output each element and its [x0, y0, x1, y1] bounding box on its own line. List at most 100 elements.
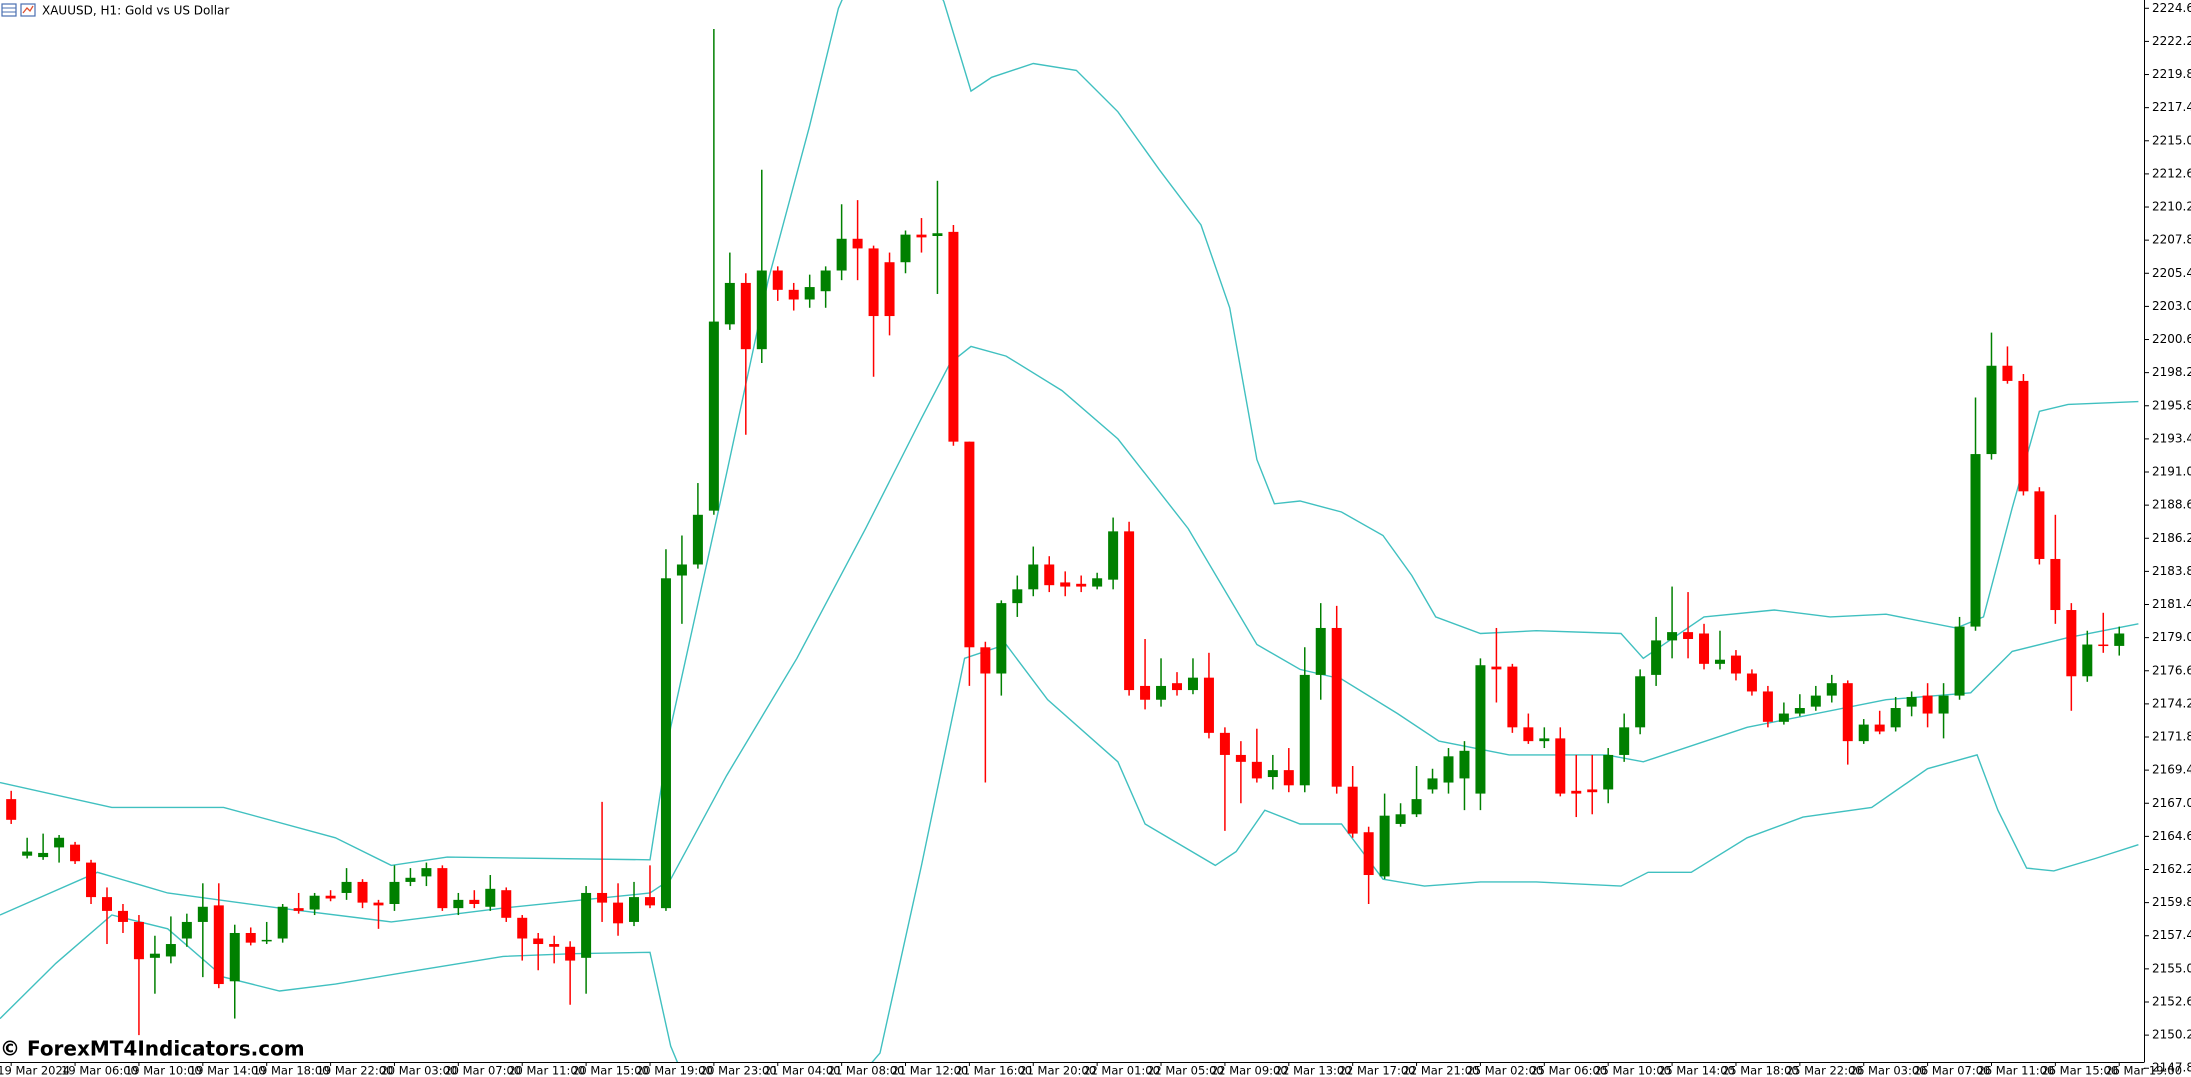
- x-tick-label: 25 Mar 06:00: [1530, 1064, 1607, 1077]
- candle-body: [1395, 814, 1406, 824]
- y-tick-label: 2212.60: [2152, 166, 2191, 180]
- candle-body: [1331, 627, 1342, 787]
- candle-body: [2082, 644, 2093, 677]
- candle-body: [996, 603, 1007, 674]
- x-tick-label: 26 Mar 11:00: [1977, 1064, 2054, 1077]
- x-tick-label: 25 Mar 02:00: [1466, 1064, 1543, 1077]
- y-tick-label: 2210.20: [2152, 200, 2191, 214]
- x-tick-label: 22 Mar 01:00: [1083, 1064, 1160, 1077]
- candle-body: [1810, 695, 1821, 707]
- y-tick-label: 2186.20: [2152, 531, 2191, 545]
- candle-body: [133, 921, 144, 960]
- x-tick-label: 19 Mar 06:00: [61, 1064, 138, 1077]
- candle-body: [1363, 832, 1374, 876]
- candle-body: [644, 897, 655, 906]
- candle-body: [900, 234, 911, 263]
- candle-body: [1619, 727, 1630, 755]
- candle-body: [1651, 640, 1662, 675]
- candle-body: [1938, 695, 1949, 714]
- candle-body: [1826, 683, 1837, 696]
- candle-body: [629, 897, 640, 922]
- candle-body: [1842, 683, 1853, 742]
- candle-body: [22, 851, 33, 856]
- candle-body: [868, 248, 879, 317]
- candles: [6, 28, 2125, 1036]
- y-tick-label: 2169.40: [2152, 763, 2191, 777]
- candle-body: [740, 282, 751, 350]
- x-tick-label: 21 Mar 12:00: [892, 1064, 969, 1077]
- x-tick-label: 21 Mar 16:00: [955, 1064, 1032, 1077]
- x-tick-label: 22 Mar 13:00: [1275, 1064, 1352, 1077]
- candle-body: [613, 902, 624, 924]
- candle-body: [1379, 815, 1390, 877]
- watermark: © ForexMT4Indicators.com: [0, 1037, 305, 1061]
- band-line: [0, 643, 2139, 1062]
- y-tick-label: 2188.60: [2152, 498, 2191, 512]
- candle-body: [1459, 750, 1470, 779]
- y-tick-label: 2171.80: [2152, 730, 2191, 744]
- candle-body: [820, 270, 831, 292]
- candle-body: [1746, 673, 1757, 692]
- candle-body: [2034, 491, 2045, 559]
- y-tick-label: 2150.20: [2152, 1028, 2191, 1042]
- candle-body: [916, 234, 927, 238]
- x-tick-label: 21 Mar 20:00: [1019, 1064, 1096, 1077]
- candle-body: [1411, 799, 1422, 815]
- y-tick-label: 2167.00: [2152, 796, 2191, 810]
- candle-body: [165, 944, 176, 957]
- candle-body: [1219, 732, 1230, 755]
- x-tick-label: 21 Mar 04:00: [764, 1064, 841, 1077]
- candle-body: [421, 868, 432, 877]
- x-tick-label: 25 Mar 22:00: [1786, 1064, 1863, 1077]
- y-tick-label: 2179.00: [2152, 630, 2191, 644]
- candle-body: [676, 564, 687, 576]
- candle-body: [2002, 365, 2013, 381]
- candle-body: [309, 895, 320, 910]
- candle-body: [1906, 696, 1917, 707]
- candle-body: [1571, 790, 1582, 794]
- candle-body: [1874, 724, 1885, 732]
- candle-body: [1858, 724, 1869, 742]
- y-tick-label: 2155.00: [2152, 961, 2191, 975]
- candle-body: [1699, 633, 1710, 664]
- x-tick-label: 20 Mar 15:00: [572, 1064, 649, 1077]
- candle-body: [1922, 695, 1933, 714]
- candle-body: [2098, 644, 2109, 647]
- y-tick-label: 2224.60: [2152, 1, 2191, 15]
- band-line: [0, 345, 2139, 923]
- x-tick-label: 22 Mar 17:00: [1339, 1064, 1416, 1077]
- candle-body: [102, 897, 113, 911]
- y-tick-label: 2207.80: [2152, 233, 2191, 247]
- candle-body: [1667, 632, 1678, 641]
- x-tick-label: 21 Mar 08:00: [828, 1064, 905, 1077]
- candle-body: [1762, 691, 1773, 722]
- y-tick-label: 2159.80: [2152, 895, 2191, 909]
- candle-body: [1012, 589, 1023, 604]
- candle-body: [1060, 582, 1071, 587]
- candle-body: [1587, 789, 1598, 793]
- candle-body: [1267, 770, 1278, 778]
- candle-body: [533, 938, 544, 945]
- y-tick-label: 2183.80: [2152, 564, 2191, 578]
- candle-body: [1491, 666, 1502, 670]
- x-tick-label: 22 Mar 05:00: [1147, 1064, 1224, 1077]
- y-tick-label: 2195.80: [2152, 398, 2191, 412]
- candle-body: [1124, 531, 1135, 691]
- candle-body: [660, 578, 671, 909]
- x-tick-label: 22 Mar 09:00: [1211, 1064, 1288, 1077]
- candle-body: [86, 862, 97, 898]
- candle-body: [1187, 677, 1198, 691]
- candle-body: [1283, 770, 1294, 786]
- x-tick-label: 22 Mar 21:00: [1403, 1064, 1480, 1077]
- y-tick-label: 2164.60: [2152, 829, 2191, 843]
- x-tick-label: 20 Mar 23:00: [700, 1064, 777, 1077]
- x-tick-label: 19 Mar 2024: [0, 1064, 70, 1077]
- bands: [0, 0, 2139, 1062]
- candle-body: [948, 231, 959, 442]
- candle-body: [932, 233, 943, 237]
- candle-body: [549, 944, 560, 947]
- y-tick-label: 2152.60: [2152, 994, 2191, 1008]
- y-tick-label: 2217.40: [2152, 100, 2191, 114]
- candle-body: [1986, 365, 1997, 455]
